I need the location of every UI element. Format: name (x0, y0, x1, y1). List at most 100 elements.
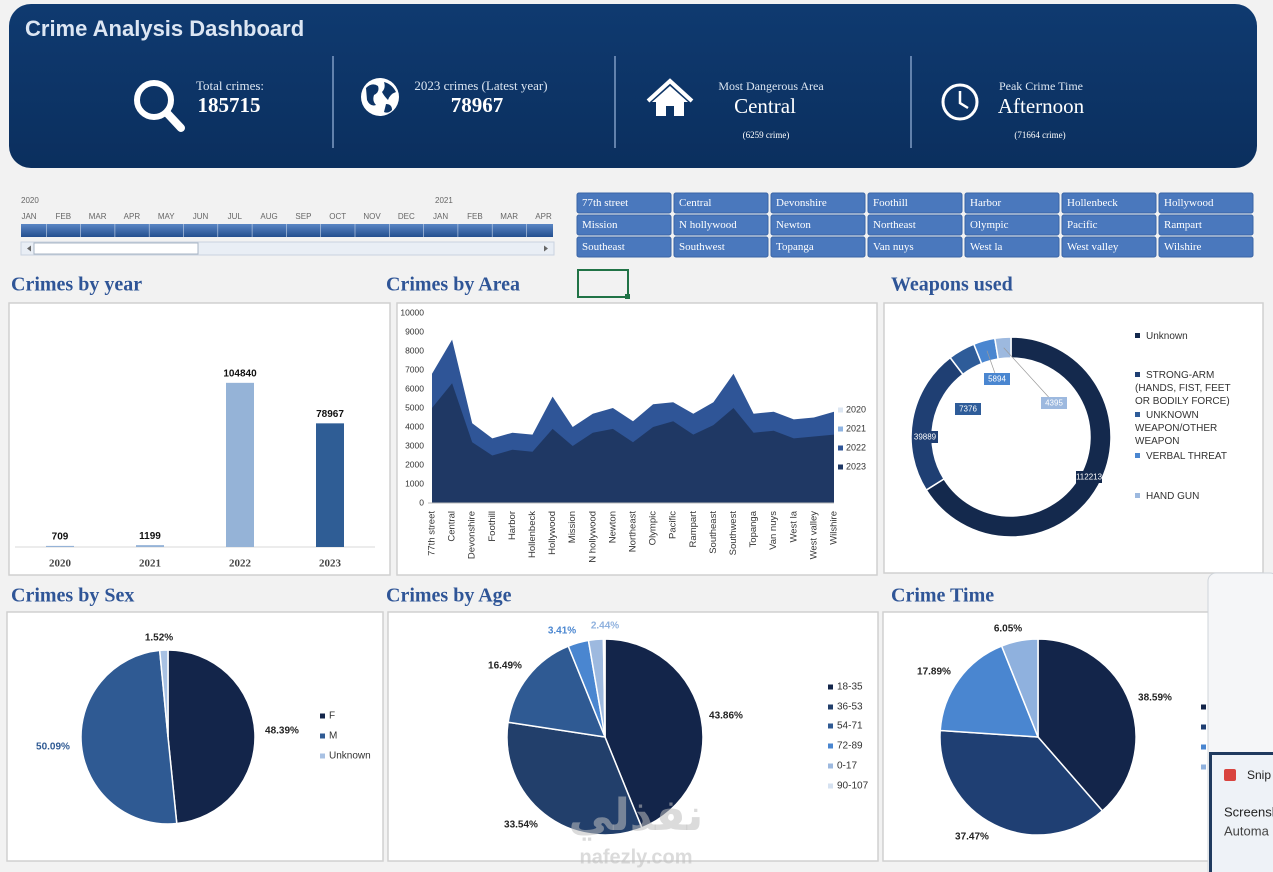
legend-item: HAND GUN (1135, 490, 1247, 503)
timeline-month[interactable]: JAN (21, 212, 36, 221)
timeline-month[interactable]: JUL (228, 212, 243, 221)
slicer-label[interactable]: Mission (582, 219, 618, 231)
kpi-value: Afternoon (998, 94, 1085, 118)
legend-marker (1201, 764, 1206, 770)
data-label: 37.47% (955, 832, 989, 843)
slicer-label[interactable]: West la (970, 241, 1003, 253)
slicer-button[interactable] (867, 192, 963, 214)
slicer-label[interactable]: Devonshire (776, 197, 827, 209)
slicer-label[interactable]: Hollywood (1164, 197, 1214, 209)
timeline-month[interactable]: OCT (329, 212, 346, 221)
slicer-button[interactable] (1158, 236, 1254, 258)
legend-marker (838, 407, 843, 413)
kpi-label: Most Dangerous Area (718, 79, 824, 93)
x-tick-label: Van nuys (768, 511, 779, 550)
slicer-button[interactable] (770, 236, 866, 258)
slicer-label[interactable]: Southeast (582, 241, 625, 253)
timeline-month[interactable]: FEB (467, 212, 483, 221)
slicer-label[interactable]: Harbor (970, 197, 1001, 209)
x-tick-label: Olympic (648, 511, 659, 546)
x-tick-label: 77th street (427, 511, 438, 556)
slicer-button[interactable] (1061, 192, 1157, 214)
slicer-label[interactable]: Olympic (970, 219, 1009, 231)
x-tick-label: Harbor (507, 511, 518, 540)
timeline-month[interactable]: AUG (260, 212, 277, 221)
timeline-month[interactable]: MAR (500, 212, 518, 221)
timeline-month[interactable]: JAN (433, 212, 448, 221)
slicer-button[interactable] (770, 214, 866, 236)
legend-marker (838, 445, 843, 451)
timeline-month[interactable]: NOV (363, 212, 381, 221)
doughnut-slice (925, 336, 1112, 538)
label-box (984, 373, 1010, 385)
slicer-label[interactable]: Southwest (679, 241, 725, 253)
kpi-note: (71664 crime) (1014, 130, 1065, 140)
x-tick-label: Hollywood (547, 511, 558, 555)
legend-marker (1135, 332, 1140, 338)
legend-marker (828, 783, 833, 789)
slicer-button[interactable] (1061, 236, 1157, 258)
label-box (955, 403, 981, 415)
timeline-month[interactable]: APR (124, 212, 141, 221)
timeline-month[interactable]: DEC (398, 212, 415, 221)
notification-text[interactable]: Screensh (1224, 804, 1273, 819)
notification-title[interactable]: Snip (1247, 768, 1271, 782)
scroll-thumb[interactable] (33, 242, 199, 255)
slicer-button[interactable] (867, 236, 963, 258)
slicer-button[interactable] (673, 214, 769, 236)
notification-text[interactable]: Automa (1224, 823, 1270, 838)
timeline-month[interactable]: SEP (295, 212, 311, 221)
notification-body (1212, 755, 1273, 872)
slicer-label[interactable]: Wilshire (1164, 241, 1202, 253)
x-tick-label: Mission (567, 511, 578, 543)
legend-label: 36-53 (837, 702, 863, 713)
slicer-label[interactable]: Topanga (776, 241, 814, 253)
slicer-button[interactable] (576, 214, 672, 236)
legend-label: 2022 (846, 442, 866, 452)
timeline-month[interactable]: FEB (56, 212, 72, 221)
y-tick-label: 9000 (405, 326, 424, 336)
data-label: 112213 (1076, 473, 1103, 482)
slicer-label[interactable]: Hollenbeck (1067, 197, 1118, 209)
slicer-button[interactable] (1158, 192, 1254, 214)
slicer-button[interactable] (1061, 214, 1157, 236)
slicer-label[interactable]: 77th street (582, 197, 628, 209)
slicer-label[interactable]: Central (679, 197, 711, 209)
data-label: 43.86% (709, 711, 743, 722)
slicer-label[interactable]: Van nuys (873, 241, 914, 253)
slicer-label[interactable]: Rampart (1164, 219, 1202, 231)
x-tick-label: 2023 (319, 558, 342, 570)
timeline-month[interactable]: APR (535, 212, 552, 221)
slicer-button[interactable] (673, 192, 769, 214)
slicer-label[interactable]: Northeast (873, 219, 916, 231)
x-tick-label: 2020 (49, 558, 72, 570)
label-box (1041, 397, 1067, 409)
data-label: 17.89% (917, 667, 951, 678)
slicer-button[interactable] (964, 236, 1060, 258)
timeline-bar[interactable] (21, 224, 553, 237)
slicer-label[interactable]: N hollywood (679, 219, 737, 231)
legend-label: 2023 (846, 461, 866, 471)
app-icon[interactable] (1224, 769, 1236, 781)
data-label: 1.52% (145, 633, 173, 644)
timeline-month[interactable]: JUN (193, 212, 209, 221)
slicer-label[interactable]: Pacific (1067, 219, 1098, 231)
slicer-button[interactable] (576, 236, 672, 258)
slicer-label[interactable]: West valley (1067, 241, 1119, 253)
slicer-button[interactable] (770, 192, 866, 214)
chart-title: Crimes by Age (386, 585, 512, 607)
slicer-button[interactable] (1158, 214, 1254, 236)
slicer-button[interactable] (964, 192, 1060, 214)
legend-marker (1201, 704, 1206, 710)
pie-slice (506, 721, 643, 836)
slicer-button[interactable] (673, 236, 769, 258)
slicer-button[interactable] (964, 214, 1060, 236)
slicer-button[interactable] (867, 214, 963, 236)
timeline-month[interactable]: MAY (158, 212, 175, 221)
x-tick-label: Hollenbeck (527, 511, 538, 558)
slicer-button[interactable] (576, 192, 672, 214)
slicer-label[interactable]: Newton (776, 219, 811, 231)
timeline-month[interactable]: MAR (89, 212, 107, 221)
data-label: 1199 (139, 531, 161, 542)
slicer-label[interactable]: Foothill (873, 197, 908, 209)
